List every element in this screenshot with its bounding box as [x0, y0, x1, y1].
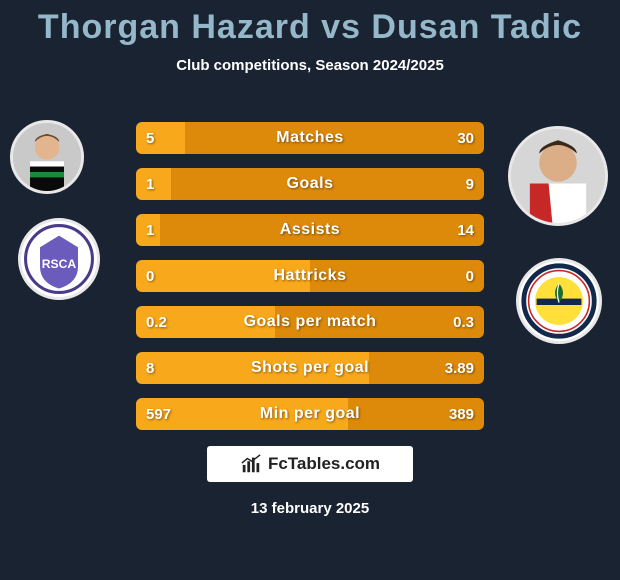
club-right-crest	[516, 258, 602, 344]
subtitle: Club competitions, Season 2024/2025	[0, 57, 620, 74]
player-right-avatar	[508, 126, 608, 226]
page-title: Thorgan Hazard vs Dusan Tadic	[0, 0, 620, 47]
comparison-card: Thorgan Hazard vs Dusan Tadic Club compe…	[0, 0, 620, 580]
stat-label: Min per goal	[136, 398, 484, 430]
stat-row: 00Hattricks	[136, 260, 484, 292]
stat-label: Shots per goal	[136, 352, 484, 384]
stat-row: 597389Min per goal	[136, 398, 484, 430]
stat-label: Goals	[136, 168, 484, 200]
stats-bars: 530Matches 19Goals 114Assists 00Hattricks 0.…	[136, 122, 484, 444]
source-label: FcTables.com	[268, 454, 380, 474]
player-left-avatar	[10, 120, 84, 194]
source-badge: FcTables.com	[207, 446, 413, 482]
stat-row: 530Matches	[136, 122, 484, 154]
stat-row: 19Goals	[136, 168, 484, 200]
stat-row: 114Assists	[136, 214, 484, 246]
date-label: 13 february 2025	[0, 500, 620, 517]
stat-label: Matches	[136, 122, 484, 154]
stat-label: Hattricks	[136, 260, 484, 292]
stat-label: Goals per match	[136, 306, 484, 338]
stat-row: 83.89Shots per goal	[136, 352, 484, 384]
chart-icon	[240, 453, 262, 475]
club-left-crest: RSCA	[18, 218, 100, 300]
stat-label: Assists	[136, 214, 484, 246]
stat-row: 0.20.3Goals per match	[136, 306, 484, 338]
svg-text:RSCA: RSCA	[42, 257, 77, 271]
